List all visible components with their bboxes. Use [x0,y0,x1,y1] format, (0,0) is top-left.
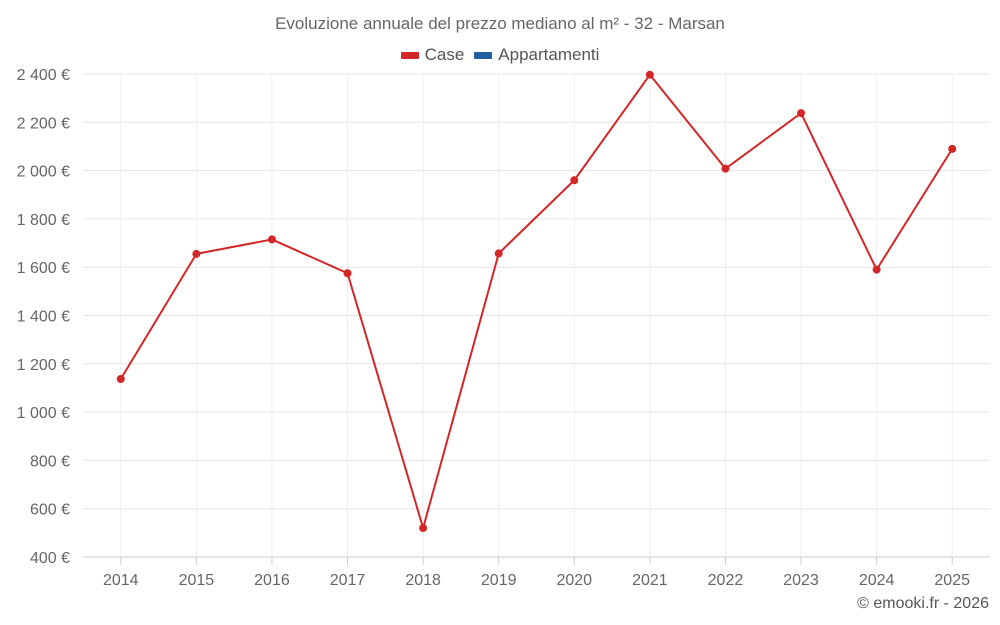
data-point [948,144,957,153]
data-point [721,164,730,173]
x-tick-label: 2021 [632,572,668,589]
data-point [872,265,881,274]
y-tick-label: 1 600 € [17,260,70,277]
credit-text: © emooki.fr - 2026 [857,595,989,612]
legend-swatch-appartamenti [474,51,493,59]
series-line-case [119,73,954,530]
x-tick-label: 2019 [481,572,517,589]
legend-item-case[interactable]: Case [400,45,465,65]
data-point [192,249,201,258]
legend-label-appartamenti: Appartamenti [498,45,600,64]
x-tick-label: 2017 [330,572,366,589]
legend-swatch-case [400,51,419,59]
data-point [645,70,654,79]
y-tick-label: 1 800 € [17,212,70,229]
legend-label-case: Case [424,45,465,64]
y-tick-label: 1 000 € [17,405,70,422]
legend: Case Appartamenti [0,45,1000,65]
data-point [419,524,428,533]
x-tick-label: 2015 [179,572,215,589]
x-tick-label: 2025 [934,572,970,589]
y-tick-label: 2 200 € [17,115,70,132]
data-point [494,249,503,258]
x-tick-label: 2023 [783,572,819,589]
x-tick-label: 2024 [859,572,895,589]
y-tick-label: 1 200 € [17,357,70,374]
y-tick-label: 400 € [30,550,70,567]
y-tick-label: 800 € [30,453,70,470]
x-tick-label: 2018 [405,572,441,589]
x-tick-label: 2014 [103,572,139,589]
y-tick-label: 2 400 € [17,67,70,84]
y-tick-label: 2 000 € [17,164,70,181]
data-point [570,176,579,185]
legend-item-appartamenti[interactable]: Appartamenti [474,45,599,65]
y-tick-label: 1 400 € [17,309,70,326]
chart-title: Evoluzione annuale del prezzo mediano al… [275,14,725,33]
data-point [797,109,806,118]
data-point [267,235,276,244]
y-tick-label: 600 € [30,502,70,519]
x-tick-label: 2022 [708,572,744,589]
data-point [116,375,125,384]
data-point [343,269,352,278]
x-tick-label: 2020 [556,572,592,589]
x-tick-label: 2016 [254,572,290,589]
